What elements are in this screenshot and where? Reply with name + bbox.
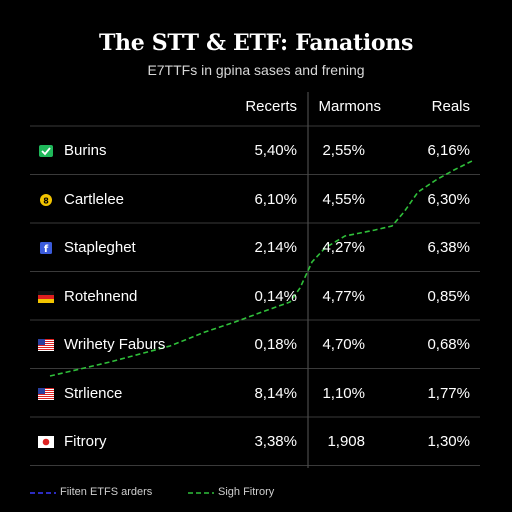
table-cell: 2,14%	[254, 239, 297, 257]
chart-subtitle: E7TTFs in gpina sases and frening	[147, 62, 365, 78]
table-cell: 1,908	[327, 433, 365, 451]
row-label: Rotehnend	[64, 287, 138, 305]
row-label: Stapleghet	[64, 239, 136, 257]
japan-flag-icon	[38, 436, 54, 449]
column-header: Reals	[431, 98, 470, 115]
table-cell: 5,40%	[254, 142, 297, 160]
table-cell: 0,68%	[427, 336, 470, 354]
table-cell: 6,10%	[254, 190, 297, 208]
us-flag-icon	[38, 339, 54, 352]
row-label: Wrihety Faburs	[64, 336, 166, 354]
table-cell: 4,27%	[322, 239, 365, 257]
table-cell: 6,16%	[427, 142, 470, 160]
svg-text:8: 8	[43, 196, 49, 205]
table-cell: 0,18%	[254, 336, 297, 354]
table-cell: 0,14%	[254, 287, 297, 305]
column-header: Recerts	[245, 98, 297, 115]
row-label: Strlience	[64, 384, 123, 402]
table-cell: 4,70%	[322, 336, 365, 354]
green-check-badge-icon	[39, 145, 53, 158]
svg-text:f: f	[44, 244, 49, 254]
table-cell: 1,10%	[322, 384, 365, 402]
legend-label: Sigh Fitrory	[218, 486, 275, 498]
table-cell: 0,85%	[427, 287, 470, 305]
column-header: Marmons	[318, 98, 381, 115]
us-flag-icon	[38, 387, 54, 400]
yellow-coin-icon: 8	[40, 193, 52, 206]
germany-flag-icon	[38, 290, 54, 303]
table-cell: 2,55%	[322, 142, 365, 160]
table-cell: 6,38%	[427, 239, 470, 257]
table-cell: 3,38%	[254, 433, 297, 451]
legend-label: Fiiten ETFS arders	[60, 486, 153, 498]
chart-title: The STT & ETF: Fanations	[98, 30, 414, 56]
row-label: Burins	[64, 142, 107, 160]
row-label: Fitrory	[64, 433, 107, 451]
table-cell: 1,77%	[427, 384, 470, 402]
table-cell: 6,30%	[427, 190, 470, 208]
table-cell: 1,30%	[427, 433, 470, 451]
row-label: Cartlelee	[64, 190, 125, 208]
table-cell: 8,14%	[254, 384, 297, 402]
table-cell: 4,77%	[322, 287, 365, 305]
table-cell: 4,55%	[322, 190, 365, 208]
blue-f-logo-icon: f	[40, 242, 52, 255]
